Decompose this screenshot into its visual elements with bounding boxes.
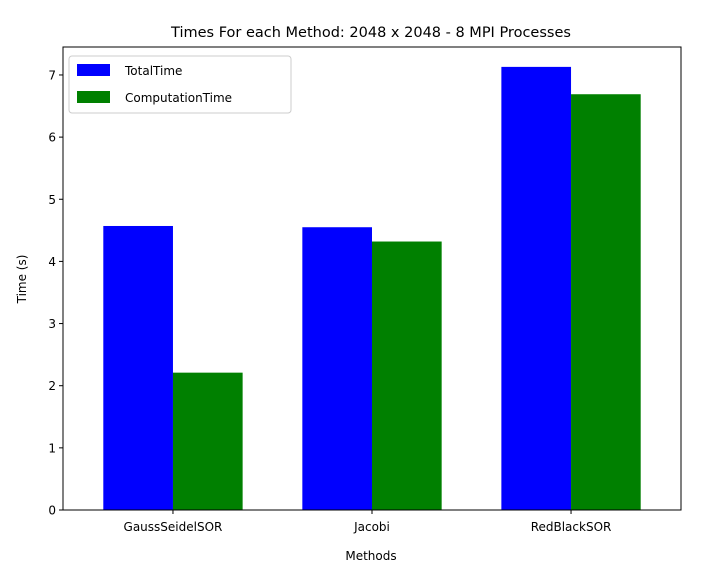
y-tick-label: 5 [48,193,56,207]
x-axis: GaussSeidelSOR Jacobi RedBlackSOR [124,510,612,534]
y-axis-label: Time (s) [15,255,29,305]
bar-computationtime-gaussseidelsor [172,372,243,510]
y-axis: 0 1 2 3 4 5 6 7 [48,68,63,518]
legend-swatch-computationtime [77,91,110,103]
y-tick-label: 4 [48,255,56,269]
y-tick-label: 7 [48,68,56,82]
legend-swatch-totaltime [77,64,110,76]
y-tick-label: 6 [48,131,56,145]
legend-box [68,55,292,114]
bar-totaltime-jacobi [302,227,372,510]
bar-computationtime-redblacksor [571,94,641,511]
x-tick-label: RedBlackSOR [531,520,612,534]
bar-totaltime-redblacksor [501,66,572,511]
legend-label-computationtime: ComputationTime [125,91,232,105]
x-axis-label: Methods [345,549,396,563]
bar-computationtime-jacobi [372,241,442,510]
legend-label-totaltime: TotalTime [124,64,182,78]
x-tick-label: GaussSeidelSOR [124,520,223,534]
y-tick-label: 3 [48,317,56,331]
y-tick-label: 1 [48,441,56,455]
y-tick-label: 0 [48,504,56,518]
x-tick-label: Jacobi [353,520,390,534]
legend: TotalTime ComputationTime [68,55,292,114]
bars-group [103,66,641,511]
chart-title: Times For each Method: 2048 x 2048 - 8 M… [170,25,571,41]
bar-totaltime-gaussseidelsor [103,225,173,510]
y-tick-label: 2 [48,379,56,393]
